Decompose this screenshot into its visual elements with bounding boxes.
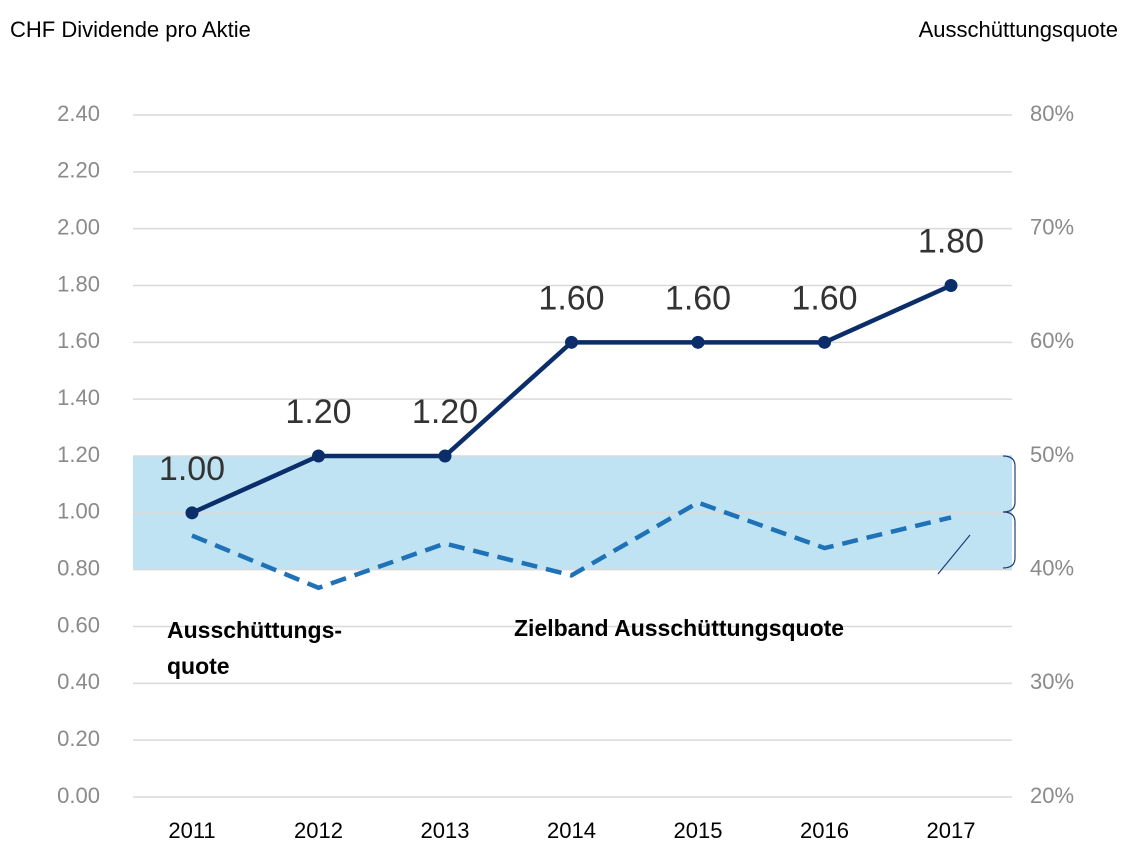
y-tick-label: 0.60 [57, 612, 100, 637]
y-tick-label: 0.20 [57, 726, 100, 751]
data-label: 1.20 [412, 393, 478, 431]
y-tick-label: 0.40 [57, 669, 100, 694]
series-line [191, 500, 952, 591]
x-tick-label: 2016 [800, 818, 849, 843]
y2-tick-label: 20% [1030, 783, 1074, 808]
data-label: 1.20 [285, 393, 351, 431]
y-tick-label: 1.40 [57, 385, 100, 410]
y-tick-label: 2.40 [57, 101, 100, 126]
y-tick-label: 1.20 [57, 442, 100, 467]
y-tick-label: 0.80 [57, 555, 100, 580]
y2-tick-label: 40% [1030, 555, 1074, 580]
y2-tick-label: 70% [1030, 214, 1074, 239]
data-label: 1.80 [918, 222, 984, 260]
y2-axis-title: Ausschüttungsquote [919, 17, 1118, 42]
pointer [937, 534, 971, 575]
x-tick-label: 2013 [421, 818, 470, 843]
x-tick-label: 2012 [294, 818, 343, 843]
brace [1002, 455, 1016, 569]
data-label: 1.00 [159, 450, 225, 488]
annotation: quote [167, 653, 230, 679]
y2-tick-label: 50% [1030, 442, 1074, 467]
point [818, 335, 831, 349]
data-label: 1.60 [791, 279, 857, 317]
band-label: Zielband Ausschüttungsquote [514, 615, 844, 641]
data-label: 1.60 [538, 279, 604, 317]
point [185, 506, 199, 520]
y-tick-label: 1.80 [57, 271, 100, 296]
point [312, 449, 325, 463]
x-tick-label: 2014 [547, 818, 596, 843]
y2-tick-label: 30% [1030, 669, 1074, 694]
point [565, 335, 578, 349]
y-tick-label: 1.60 [57, 328, 100, 353]
data-label: 1.60 [665, 279, 731, 317]
y-tick-label: 2.20 [57, 158, 100, 183]
y2-tick-label: 80% [1030, 101, 1074, 126]
y2-tick-label: 60% [1030, 328, 1074, 353]
y-tick-label: 0.00 [57, 783, 100, 808]
x-tick-label: 2017 [927, 818, 976, 843]
x-tick-label: 2015 [674, 818, 723, 843]
y-axis-title: CHF Dividende pro Aktie [10, 17, 251, 42]
point [438, 449, 452, 463]
point [944, 279, 958, 292]
annotation: Ausschüttungs- [167, 617, 342, 643]
point [691, 335, 705, 349]
y-tick-label: 2.00 [57, 214, 100, 239]
y-tick-label: 1.00 [57, 499, 100, 524]
x-tick-label: 2011 [168, 818, 215, 843]
